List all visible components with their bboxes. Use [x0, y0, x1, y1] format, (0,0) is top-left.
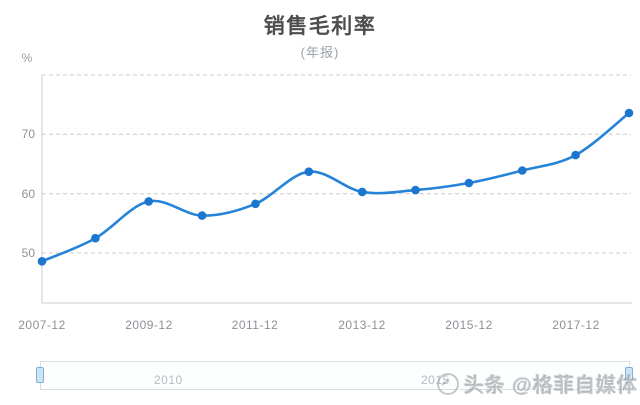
data-point-2013-12[interactable] [357, 187, 367, 197]
x-tick-label: 2013-12 [338, 318, 386, 332]
y-tick-label: 50 [21, 246, 35, 260]
datazoom-left-handle[interactable] [36, 367, 44, 383]
watermark-text: 头条 @格菲自媒体 [463, 375, 638, 397]
y-gridlines [42, 74, 631, 254]
data-point-2007-12[interactable] [37, 257, 47, 266]
datazoom-right-handle[interactable] [625, 367, 633, 383]
series-line [40, 111, 631, 263]
data-points [37, 108, 634, 266]
data-point-2018-12[interactable] [624, 108, 634, 118]
y-tick-label: 60 [21, 187, 35, 201]
datazoom-year-label: 2010 [154, 373, 183, 387]
chart-title: 销售毛利率 [263, 15, 377, 38]
data-point-2011-12[interactable] [251, 199, 260, 209]
x-tick-label: 2007-12 [18, 318, 66, 332]
x-tick-label: 2015-12 [445, 318, 493, 332]
data-point-2008-12[interactable] [91, 233, 100, 243]
data-point-2015-12[interactable] [464, 178, 474, 188]
data-point-2014-12[interactable] [411, 185, 420, 195]
data-point-2016-12[interactable] [518, 166, 527, 175]
axis-lines [41, 75, 632, 304]
data-point-2012-12[interactable] [304, 167, 314, 176]
x-tick-label: 2011-12 [231, 318, 279, 332]
chart-subtitle: (年报) [300, 45, 340, 60]
x-tick-label: 2009-12 [125, 318, 173, 332]
y-tick-label: 70 [21, 127, 35, 141]
data-point-2017-12[interactable] [571, 150, 580, 160]
toutiao-logo-icon [436, 372, 459, 395]
y-axis-unit-label: % [21, 51, 33, 65]
x-tick-label: 2017-12 [552, 318, 600, 332]
gross-margin-line [40, 111, 631, 263]
data-point-2009-12[interactable] [144, 197, 153, 206]
datazoom-slider[interactable] [40, 361, 630, 390]
data-point-2010-12[interactable] [197, 211, 207, 220]
watermark: 头条 @格菲自媒体 [436, 369, 638, 398]
